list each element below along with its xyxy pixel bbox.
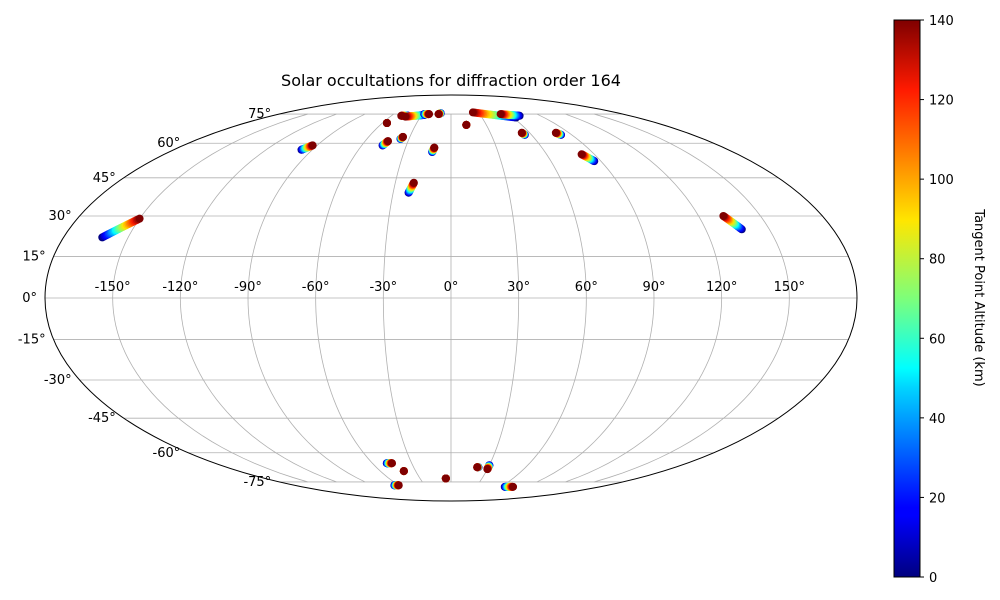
latitude-tick-labels: 75° 60° 45° 30° 15° 0° -15° -30° -45° -60° -75° (18, 107, 271, 490)
colorbar-tick-label: 80 (929, 253, 946, 268)
colorbar-tick-label: 120 (929, 94, 954, 109)
latitude-tick-label: -75° (243, 475, 271, 490)
latitude-tick-label: 45° (93, 171, 116, 186)
longitude-tick-labels: -150° -120° -90° -60° -30° 0° 30° 60° 90° 120° 150… (95, 280, 805, 295)
longitude-gridline (508, 113, 587, 483)
occultation-point (409, 178, 418, 187)
longitude-tick-label: -150° (95, 280, 131, 295)
longitude-tick-label: -90° (234, 280, 262, 295)
colorbar-tick-label: 100 (929, 173, 954, 188)
occultation-point (398, 132, 407, 141)
latitude-tick-label: 75° (248, 107, 271, 122)
longitude-tick-label: 60° (575, 280, 598, 295)
occultation-point (517, 128, 526, 137)
longitude-gridline (382, 113, 423, 483)
occultation-point (468, 108, 477, 117)
colorbar-tick-label: 40 (929, 412, 946, 427)
longitude-tick-label: -120° (162, 280, 198, 295)
latitude-tick-label: -45° (88, 411, 116, 426)
colorbar-tick-label: 20 (929, 491, 946, 506)
longitude-gridline (112, 113, 308, 483)
occultation-point (473, 463, 482, 472)
longitude-tick-label: -30° (369, 280, 397, 295)
occultation-point (577, 150, 586, 159)
occultation-point (394, 481, 403, 490)
graticule-grid (45, 113, 857, 483)
occultation-point (551, 128, 560, 137)
colorbar-tick-label: 60 (929, 332, 946, 347)
longitude-tick-label: 90° (642, 280, 665, 295)
occultation-point (388, 459, 397, 468)
longitude-tick-label: 30° (507, 280, 530, 295)
longitude-tick-label: 0° (444, 280, 459, 295)
occultation-point (509, 482, 518, 491)
longitude-gridline (247, 113, 366, 483)
longitude-tick-label: 120° (706, 280, 737, 295)
chart-title: Solar occultations for diffraction order… (281, 71, 621, 90)
occultation-point (496, 110, 505, 119)
occultation-point (135, 214, 144, 223)
map-outline (44, 94, 858, 502)
longitude-gridline (536, 113, 655, 483)
occultation-point (719, 211, 728, 220)
occultation-points (98, 108, 746, 491)
latitude-tick-label: -15° (18, 333, 46, 348)
colorbar-tick-label: 0 (929, 571, 937, 586)
occultation-point (483, 465, 492, 474)
colorbar-tick-label: 140 (929, 14, 954, 29)
occultation-point (401, 112, 410, 121)
occultation-point (384, 137, 393, 146)
longitude-tick-label: 150° (774, 280, 805, 295)
longitude-gridline (315, 113, 394, 483)
latitude-tick-label: 15° (23, 249, 46, 264)
occultation-point (425, 110, 434, 119)
colorbar (893, 19, 921, 578)
latitude-tick-label: -30° (44, 373, 72, 388)
latitude-tick-label: -60° (153, 446, 181, 461)
longitude-gridline (479, 113, 520, 483)
occultation-point (430, 143, 439, 152)
occultation-point (399, 467, 408, 476)
occultation-point (434, 110, 443, 119)
occultation-point (441, 474, 450, 483)
longitude-gridline (565, 113, 723, 483)
colorbar-ticks: 0 20 40 60 80 100 120 140 (920, 14, 954, 586)
longitude-tick-label: -60° (302, 280, 330, 295)
colorbar-label: Tangent Point Altitude (km) (971, 208, 986, 386)
occultation-point (462, 120, 471, 129)
latitude-tick-label: 0° (22, 291, 37, 306)
occultation-point (308, 141, 317, 150)
longitude-gridline (179, 113, 337, 483)
latitude-tick-label: 60° (157, 136, 180, 151)
latitude-tick-label: 30° (49, 209, 72, 224)
occultation-point (382, 119, 391, 128)
longitude-gridline (594, 113, 790, 483)
